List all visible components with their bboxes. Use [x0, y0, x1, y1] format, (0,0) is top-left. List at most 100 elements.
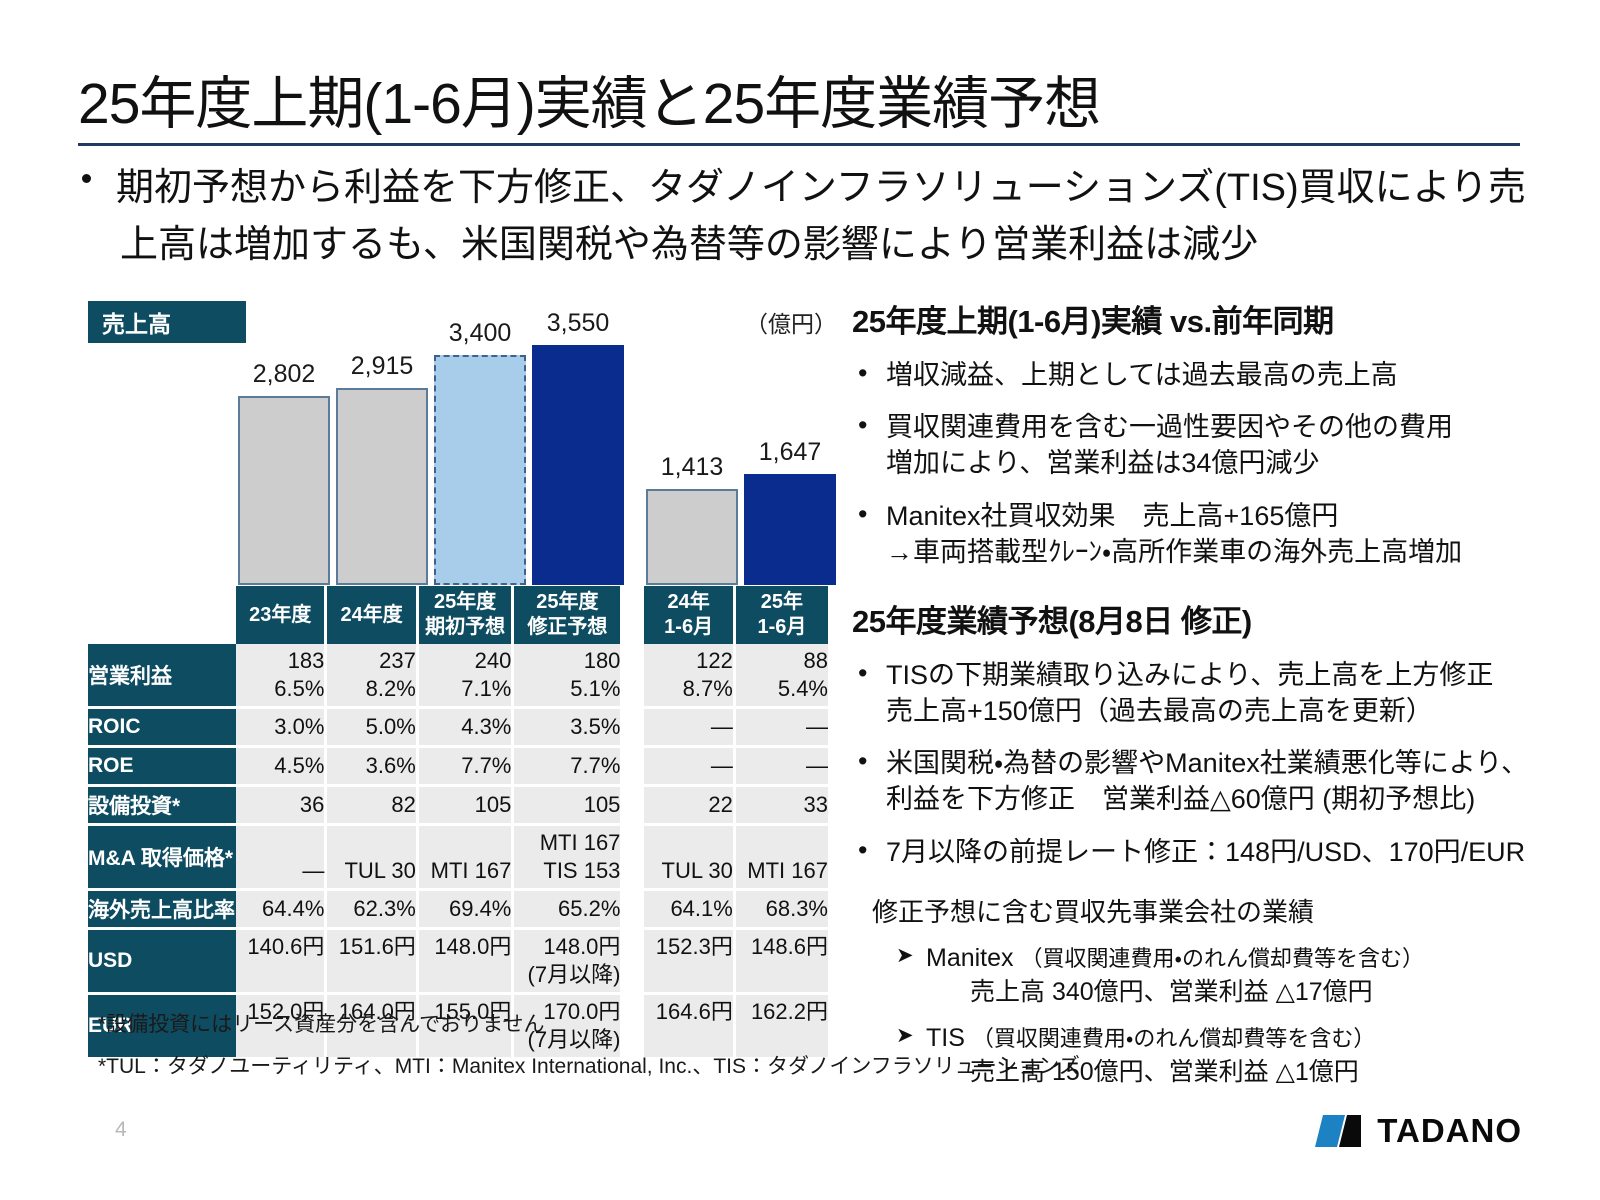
subsidiary-note: （買収関連費用・のれん償却費等を含む） [1020, 945, 1424, 971]
table-cell: 82 [327, 787, 419, 826]
subsidiary-item: TIS （買収関連費用・のれん償却費等を含む） 売上高 150億円、営業利益 △1… [852, 1021, 1552, 1089]
cell-line1: 62.3% [353, 895, 416, 921]
bar [744, 474, 836, 585]
table-group-spacer [620, 826, 645, 891]
cell-line1 [419, 829, 512, 857]
cell-line1: 180 [583, 647, 621, 673]
footnote-abbrev: *TUL：タダノユーティリティ、MTI：Manitex Internationa… [98, 1055, 1080, 1078]
bar-value-label: 2,802 [252, 360, 316, 388]
table-cell: 122 8.7% [644, 644, 736, 709]
bar-column: 2,915 [336, 352, 428, 585]
table-row-label: ROIC [88, 709, 236, 748]
cell-line2: MTI 167 [747, 858, 828, 883]
table-cell: 69.4% [418, 891, 515, 930]
bar [238, 396, 330, 585]
cell-line2: 6.5% [274, 676, 325, 701]
table-group-spacer [620, 586, 645, 644]
cell-line1: 164.0円 [338, 998, 416, 1024]
cell-line1: 69.4% [448, 895, 512, 921]
bar-value-label: 2,915 [350, 352, 414, 380]
table-cell: 4.5% [236, 748, 328, 787]
subsidiary-block: 修正予想に含む買収先事業会社の業績 Manitex （買収関連費用・のれん償却費… [852, 892, 1552, 1089]
page-title: 25年度上期(1-6月)実績と25年度業績予想 [78, 72, 1101, 136]
cell-line1: 148.6円 [750, 933, 828, 959]
tadano-logo: TADANO [1315, 1112, 1522, 1150]
table-row-label: M&A 取得価格* [88, 826, 236, 891]
cell-line2: TUL 30 [344, 858, 416, 883]
cell-line1: 5.0% [365, 713, 416, 739]
bar-column: 3,400 [434, 319, 526, 585]
cell-line1: 4.3% [461, 713, 512, 739]
table-cell: MTI 167 [418, 826, 515, 891]
subsidiary-name: Manitex [926, 943, 1021, 972]
cell-line1: 36 [299, 791, 325, 817]
cell-line1: 3.6% [365, 752, 416, 778]
table-corner [88, 586, 236, 644]
table-cell: — [644, 748, 736, 787]
table-cell: — [236, 826, 328, 891]
subsidiary-note: （買収関連費用・のれん償却費等を含む） [971, 1025, 1376, 1051]
cell-line1: 7.7% [461, 752, 512, 778]
cell-line2: 8.2% [365, 676, 416, 701]
cell-line1: 151.6円 [338, 933, 416, 959]
cell-line1: 22 [708, 791, 733, 817]
table-cell: 33 [735, 787, 828, 826]
table-cell: 148.6円 [735, 930, 828, 995]
table-header: 23年度 24年度 25年度 期初予想 25年度 修正予想 24年 1-6月 25年 1-6月 [88, 586, 828, 644]
table-cell: 180 5.1% [514, 644, 621, 709]
table-cell: 151.6円 [327, 930, 419, 995]
column-header-line1: 25年度 [433, 591, 497, 613]
cell-line1: 164.6円 [655, 998, 733, 1024]
table-cell: 4.3% [418, 709, 515, 748]
table-row: EUR 152.0円 164.0円 155.0円 170.0円 (7月以降) 164.… [88, 995, 828, 1060]
cell-line1: 3.0% [274, 713, 325, 739]
table-row: 海外売上高比率 64.4% 62.3% 69.4% 65.2% 64.1% 68.3% [88, 891, 828, 930]
lead-bullet: 期初予想から利益を下方修正、タダノインフラソリューションズ(TIS)買収により売… [78, 160, 1528, 274]
cell-line1: — [710, 752, 733, 778]
bar-column: 2,802 [238, 360, 330, 585]
bar [336, 388, 428, 585]
table-cell: 5.0% [327, 709, 419, 748]
table-row-label: EUR [88, 995, 236, 1060]
subsidiary-title: 修正予想に含む買収先事業会社の業績 [872, 896, 1315, 927]
cell-line1: 64.4% [262, 895, 325, 921]
table-row-label: 設備投資* [88, 787, 236, 826]
bar [434, 355, 526, 585]
table-column-header: 23年度 [236, 586, 328, 644]
table-cell: 148.0円 (7月以降) [514, 930, 621, 995]
table-column-header: 25年度 修正予想 [514, 586, 621, 644]
chart-unit-label: （億円） [745, 311, 837, 337]
table-cell: 36 [236, 787, 328, 826]
cell-line1: 105 [474, 791, 512, 817]
cell-line1: 105 [583, 791, 621, 817]
column-header-line1: 23年度 [249, 603, 312, 626]
section2-heading: 25年度業績予想(8月8日 修正) [852, 603, 1252, 639]
cell-line1: 240 [474, 647, 512, 673]
cell-line1: 152.3円 [655, 933, 733, 959]
table-cell: MTI 167 [735, 826, 828, 891]
table-cell: 152.0円 [236, 995, 328, 1060]
bar-column: 3,550 [532, 309, 624, 585]
table-row: ROE 4.5% 3.6% 7.7% 7.7% — — [88, 748, 828, 787]
right-panel: 25年度上期(1-6月)実績 vs.前年同期 増収減益、上期としては過去最高の売… [852, 296, 1552, 1089]
table-cell: 183 6.5% [236, 644, 328, 709]
cell-line2: 8.7% [682, 676, 733, 701]
cell-line1: 64.1% [670, 895, 733, 921]
subsidiary-detail: 売上高 150億円、営業利益 △1億円 [970, 1057, 1359, 1086]
cell-line1: 162.2円 [750, 998, 828, 1024]
table-body: 営業利益 183 6.5% 237 8.2% 240 7.1% 180 5.1% 122 8.7% 8… [88, 644, 828, 1060]
cell-line1: 122 [696, 647, 733, 673]
cell-line1: — [710, 713, 733, 739]
table-cell: 155.0円 [418, 995, 515, 1060]
table-row-label: 海外売上高比率 [88, 891, 236, 930]
table-cell: 64.4% [236, 891, 328, 930]
table-cell: — [735, 709, 828, 748]
cell-line2: TUL 30 [661, 858, 733, 883]
bar-column: 1,413 [646, 453, 738, 585]
bullet-item: 米国関税・為替の影響やManitex社業績悪化等により、利益を下方修正 営業利益… [852, 743, 1552, 817]
cell-line2 [327, 961, 415, 989]
cell-line2 [236, 961, 324, 989]
table-cell: 3.6% [327, 748, 419, 787]
column-header-line2: 修正予想 [527, 616, 608, 638]
